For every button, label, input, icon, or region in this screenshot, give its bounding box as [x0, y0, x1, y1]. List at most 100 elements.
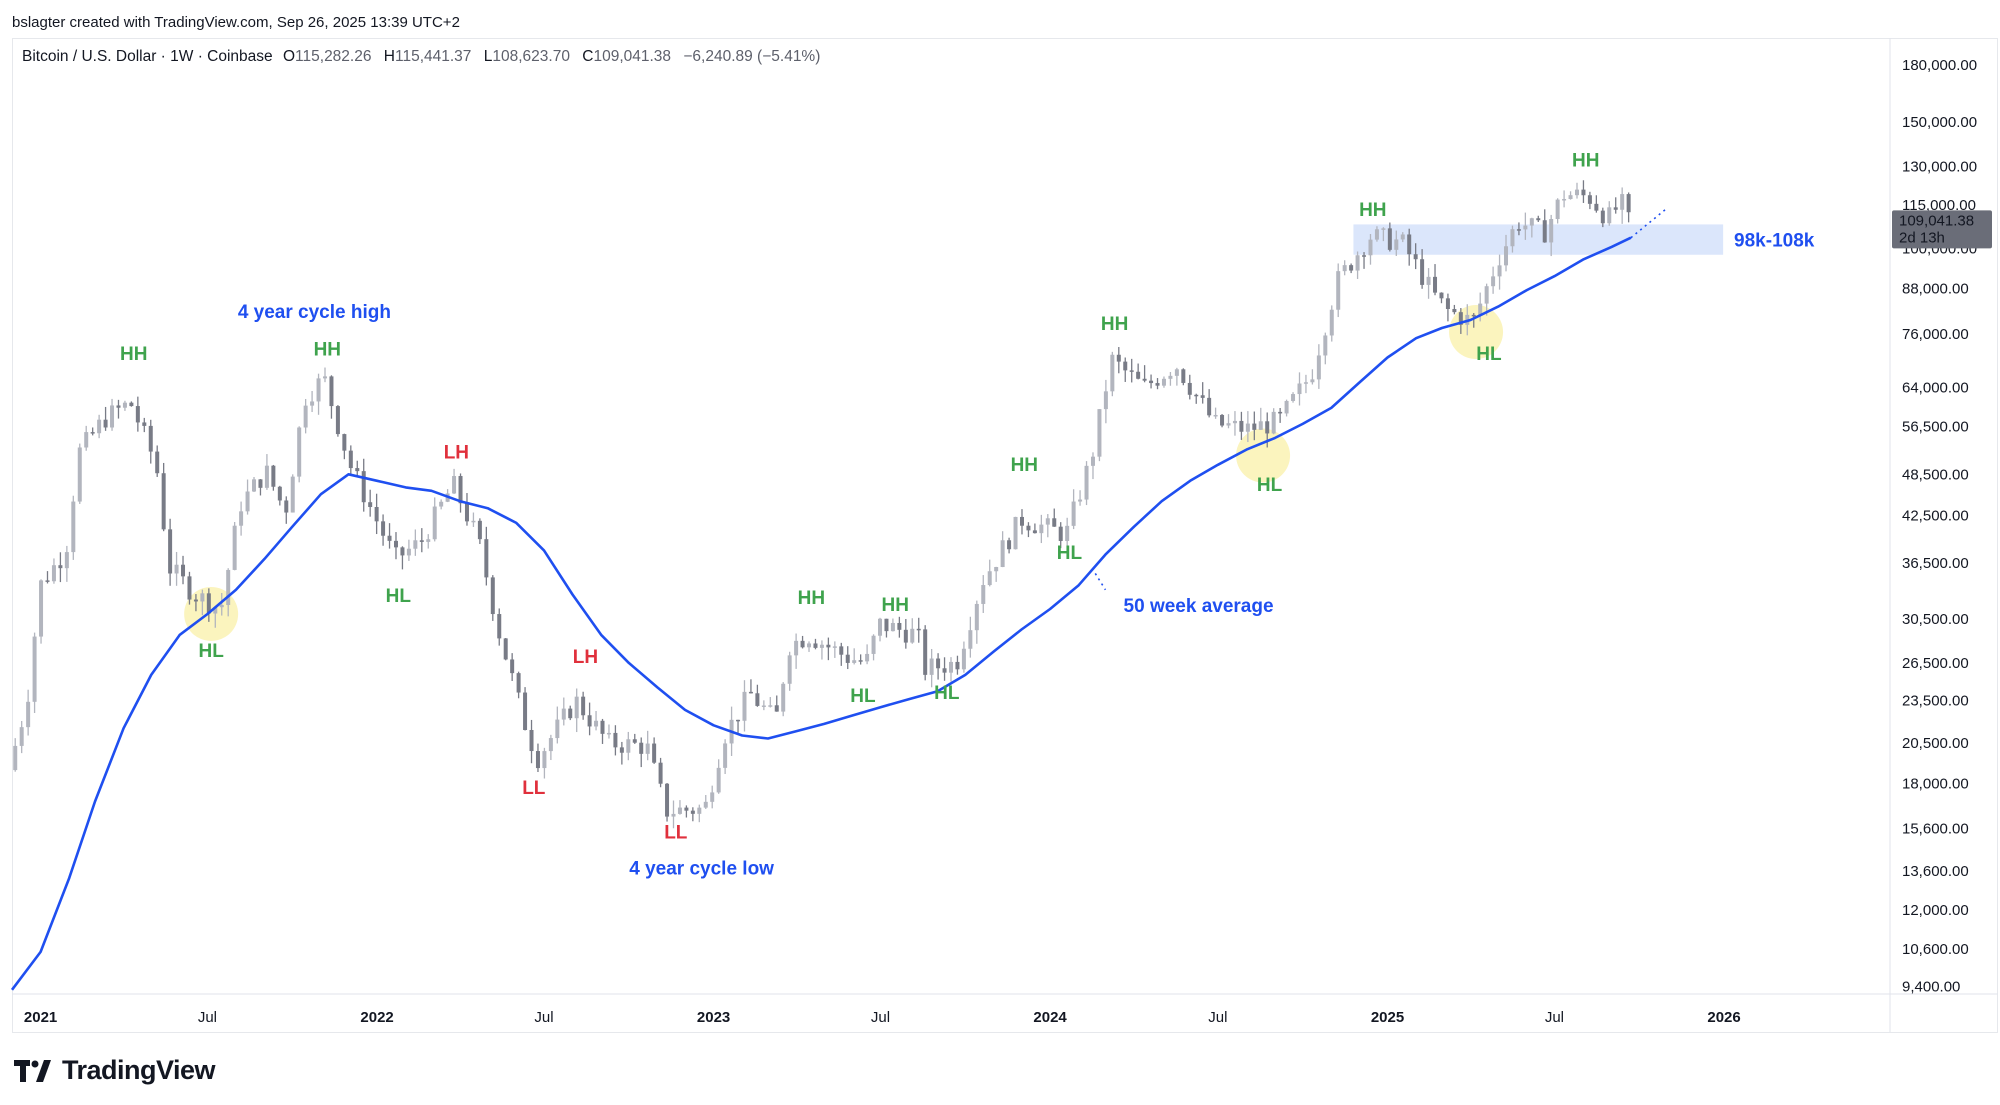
candle-body[interactable] — [1181, 369, 1186, 383]
candle-body[interactable] — [1284, 400, 1289, 414]
candle-body[interactable] — [206, 593, 211, 614]
candle-body[interactable] — [122, 402, 127, 408]
candle-body[interactable] — [484, 539, 489, 578]
candle-body[interactable] — [1381, 228, 1386, 230]
candle-body[interactable] — [226, 569, 231, 606]
candle-body[interactable] — [1562, 199, 1567, 201]
candle-body[interactable] — [1207, 397, 1212, 416]
candle-body[interactable] — [1187, 382, 1192, 395]
candle-body[interactable] — [1303, 382, 1308, 384]
candle-body[interactable] — [1239, 420, 1244, 432]
candle-body[interactable] — [1019, 516, 1024, 526]
candle-body[interactable] — [232, 525, 237, 570]
candle-body[interactable] — [1039, 524, 1044, 534]
candle-body[interactable] — [897, 622, 902, 630]
candle-body[interactable] — [135, 406, 140, 423]
candle-body[interactable] — [813, 643, 818, 648]
candle-body[interactable] — [606, 732, 611, 735]
candle-body[interactable] — [355, 468, 360, 472]
candle-body[interactable] — [1420, 259, 1425, 285]
candle-body[interactable] — [1581, 189, 1586, 196]
candle-body[interactable] — [1555, 199, 1560, 220]
candle-body[interactable] — [77, 447, 82, 502]
candle-body[interactable] — [13, 745, 18, 771]
candle-body[interactable] — [1310, 379, 1315, 383]
candle-body[interactable] — [871, 635, 876, 654]
candle-body[interactable] — [1278, 411, 1283, 414]
candle-body[interactable] — [1536, 218, 1541, 221]
candle-body[interactable] — [929, 658, 934, 675]
candle-body[interactable] — [1071, 501, 1076, 526]
candle-body[interactable] — [245, 491, 250, 512]
candle-body[interactable] — [1529, 218, 1534, 226]
candle-body[interactable] — [1400, 234, 1405, 240]
candle-body[interactable] — [948, 661, 954, 673]
candle-body[interactable] — [781, 683, 786, 712]
candle-body[interactable] — [426, 539, 431, 542]
candle-body[interactable] — [535, 751, 540, 769]
candle-body[interactable] — [613, 732, 618, 748]
candle-body[interactable] — [1368, 239, 1373, 256]
candle-body[interactable] — [645, 743, 650, 754]
candle-body[interactable] — [413, 540, 418, 549]
candle-body[interactable] — [1607, 207, 1612, 224]
candle-body[interactable] — [264, 465, 269, 488]
candle-body[interactable] — [490, 577, 495, 615]
candle-body[interactable] — [1271, 411, 1276, 434]
candle-body[interactable] — [1433, 276, 1438, 293]
candle-body[interactable] — [665, 783, 670, 817]
candle-body[interactable] — [213, 607, 218, 614]
candle-body[interactable] — [1200, 395, 1205, 398]
candle-body[interactable] — [955, 661, 960, 670]
candle-body[interactable] — [361, 471, 366, 503]
candle-body[interactable] — [1516, 229, 1521, 231]
candle-body[interactable] — [1574, 189, 1580, 196]
candle-body[interactable] — [632, 739, 637, 743]
candle-body[interactable] — [310, 401, 315, 406]
candle-body[interactable] — [1226, 423, 1231, 426]
candle-body[interactable] — [626, 739, 631, 753]
candle-body[interactable] — [1220, 414, 1225, 426]
candle-body[interactable] — [329, 376, 334, 407]
candle-body[interactable] — [1362, 255, 1367, 257]
candle-body[interactable] — [587, 715, 592, 727]
candle-body[interactable] — [1504, 246, 1509, 266]
candle-body[interactable] — [684, 807, 689, 811]
candle-body[interactable] — [523, 692, 528, 730]
candle-body[interactable] — [1342, 265, 1347, 272]
candle-body[interactable] — [1168, 375, 1173, 379]
candle-body[interactable] — [1458, 312, 1463, 325]
candle-body[interactable] — [1594, 203, 1599, 211]
candle-body[interactable] — [1110, 354, 1115, 392]
candle-body[interactable] — [677, 807, 682, 814]
candle-body[interactable] — [1007, 540, 1012, 550]
candle-body[interactable] — [348, 450, 353, 469]
candle-body[interactable] — [1161, 378, 1166, 386]
candle-body[interactable] — [742, 691, 747, 721]
candle-body[interactable] — [200, 593, 205, 602]
candle-body[interactable] — [342, 434, 347, 451]
candle-body[interactable] — [1232, 420, 1237, 424]
candle-body[interactable] — [710, 792, 715, 802]
candle-body[interactable] — [303, 405, 308, 428]
candle-body[interactable] — [322, 376, 328, 379]
candle-body[interactable] — [1626, 194, 1631, 213]
candle-body[interactable] — [974, 603, 979, 631]
candle-body[interactable] — [97, 419, 102, 434]
candle-body[interactable] — [1484, 286, 1489, 304]
candle-body[interactable] — [368, 502, 373, 508]
candle-body[interactable] — [39, 580, 44, 637]
candle-body[interactable] — [19, 727, 24, 746]
candle-body[interactable] — [510, 659, 515, 674]
candle-body[interactable] — [1032, 530, 1037, 534]
candle-body[interactable] — [1600, 210, 1605, 224]
candle-body[interactable] — [387, 535, 392, 541]
candle-body[interactable] — [148, 425, 153, 452]
candle-body[interactable] — [1136, 371, 1141, 379]
candle-body[interactable] — [181, 564, 186, 577]
candle-body[interactable] — [1097, 409, 1102, 457]
candle-body[interactable] — [1445, 298, 1450, 310]
candle-body[interactable] — [406, 548, 411, 556]
candle-body[interactable] — [258, 479, 263, 488]
candle-body[interactable] — [994, 567, 999, 572]
